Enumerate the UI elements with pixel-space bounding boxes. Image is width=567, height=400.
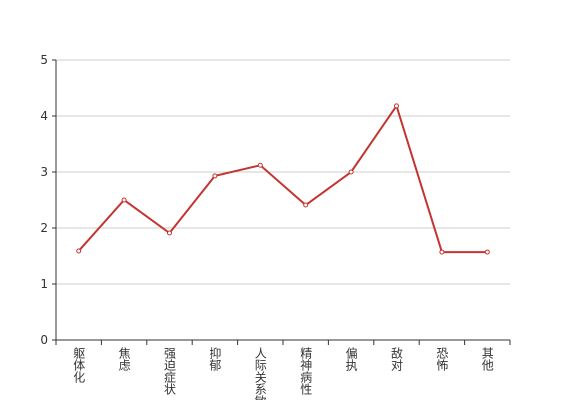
x-tick-label: 精神病性: [299, 347, 313, 396]
point: [257, 162, 263, 168]
x-tick-label: 焦虑: [117, 347, 131, 371]
y-tick-label: 0: [40, 333, 48, 347]
x-tick-label: 抑郁: [208, 346, 222, 372]
x-tick-label: 其他: [480, 347, 494, 371]
x-tick-label: 躯体化: [72, 346, 86, 384]
line: [77, 103, 488, 254]
x-tick-label: 敌对: [390, 346, 404, 371]
point: [439, 249, 445, 255]
point: [484, 249, 490, 255]
x-tick-label: 偏执: [344, 346, 358, 372]
y-tick-label: 2: [40, 221, 48, 235]
point: [76, 248, 82, 254]
y-tick-label: 4: [40, 109, 48, 123]
x-tick-label: 恐怖: [435, 347, 449, 371]
y-tick-label: 5: [40, 53, 48, 67]
point: [394, 103, 399, 109]
x-tick-label: 人际关系敏感: [253, 347, 267, 400]
point: [348, 169, 354, 175]
x-tick-label: 强迫症状: [163, 347, 177, 395]
y-tick-label: 3: [40, 165, 48, 179]
point: [121, 197, 127, 203]
point: [212, 173, 218, 179]
point: [167, 230, 172, 236]
y-tick-label: 1: [40, 277, 48, 291]
point: [303, 202, 309, 208]
